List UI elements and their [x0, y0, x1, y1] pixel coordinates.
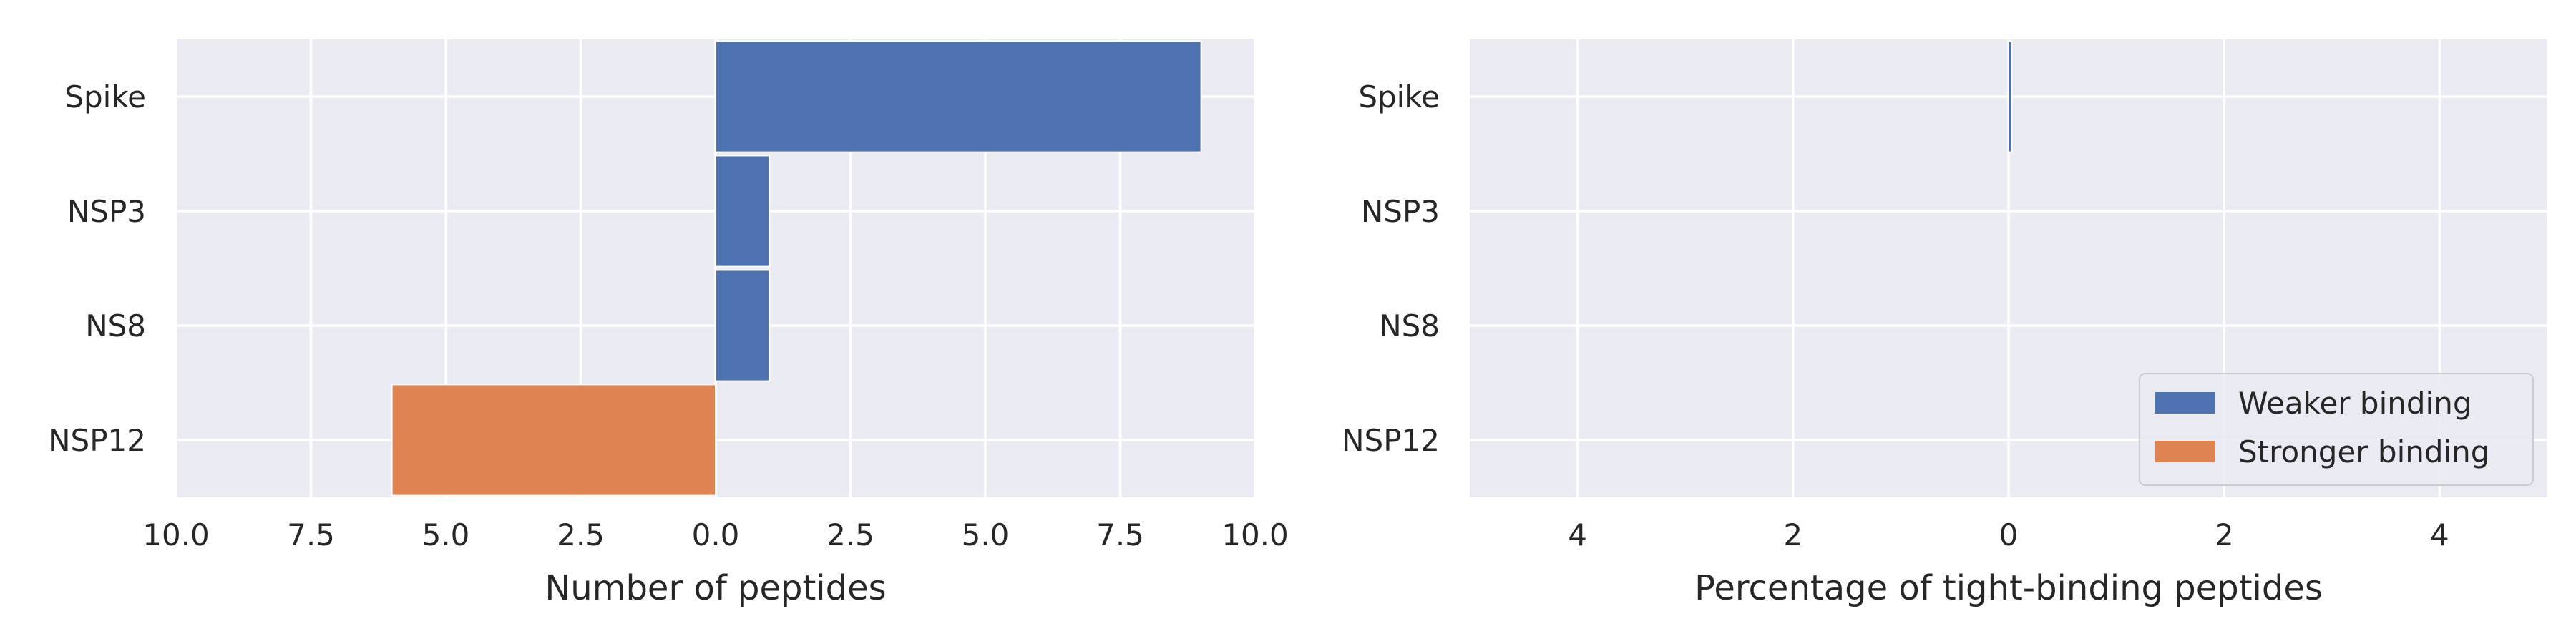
x-tick-label: 7.5 [287, 517, 335, 552]
legend: Weaker binding Stronger binding [2139, 373, 2534, 486]
bar-weaker-binding-spike [715, 40, 1202, 153]
category-label-ns8: NS8 [1379, 308, 1440, 343]
category-label-spike: Spike [1358, 79, 1440, 114]
x-axis-title: Percentage of tight-binding peptides [1694, 568, 2323, 608]
x-tick-label: 0 [1999, 517, 2019, 552]
x-tick-label: 2.5 [826, 517, 874, 552]
category-label-spike: Spike [64, 79, 146, 114]
x-tick-label: 4 [1568, 517, 1587, 552]
bar-weaker-binding-nsp3 [715, 155, 771, 268]
bar-stronger-binding-nsp12 [391, 384, 716, 497]
legend-swatch-weaker-binding [2155, 392, 2215, 414]
x-tick-label: 10.0 [1221, 517, 1289, 552]
x-tick-label: 5.0 [422, 517, 470, 552]
legend-swatch-stronger-binding [2155, 441, 2215, 462]
legend-label-weaker-binding: Weaker binding [2238, 386, 2472, 421]
bar-weaker-binding-spike [2008, 40, 2013, 153]
x-tick-label: 4 [2430, 517, 2449, 552]
legend-label-stronger-binding: Stronger binding [2238, 434, 2489, 469]
x-axis-title: Number of peptides [545, 568, 886, 608]
x-tick-label: 7.5 [1096, 517, 1144, 552]
category-label-nsp3: NSP3 [1361, 194, 1440, 229]
x-tick-label: 5.0 [962, 517, 1010, 552]
category-label-ns8: NS8 [85, 308, 146, 343]
category-label-nsp3: NSP3 [67, 194, 146, 229]
bar-weaker-binding-ns8 [715, 269, 771, 382]
percentage-chart: 4 2 0 2 4 Spike NSP3 NS8 NSP12 Percentage of tigh… [1342, 39, 2547, 608]
legend-box [2139, 373, 2534, 486]
x-tick-label: 10.0 [142, 517, 210, 552]
category-label-nsp12: NSP12 [48, 423, 146, 458]
x-tick-label: 0.0 [692, 517, 740, 552]
x-tick-label: 2 [2215, 517, 2234, 552]
number-of-peptides-chart: 10.0 7.5 5.0 2.5 0.0 2.5 5.0 7.5 10.0 Spike NSP3 NS… [48, 39, 1289, 608]
x-tick-label: 2 [1783, 517, 1802, 552]
category-label-nsp12: NSP12 [1342, 423, 1440, 458]
x-tick-label: 2.5 [557, 517, 605, 552]
